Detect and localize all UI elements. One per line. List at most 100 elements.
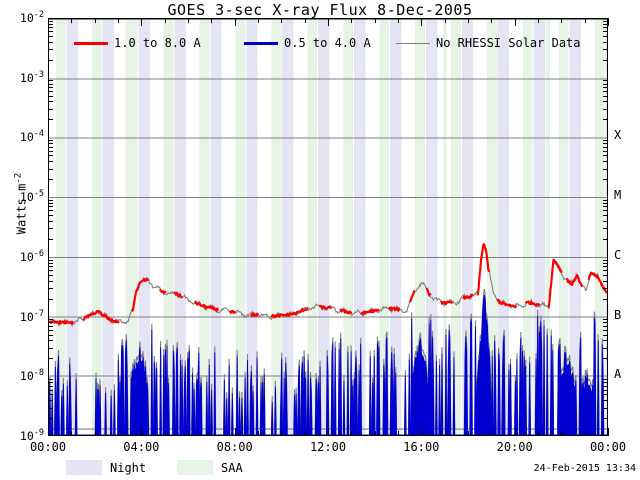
x-tick — [398, 18, 399, 23]
x-tick — [94, 18, 96, 23]
y-minor-tick — [603, 206, 608, 208]
y-minor-tick — [48, 270, 53, 272]
y-minor-tick — [603, 220, 608, 222]
x-tick-label: 08:00 — [216, 440, 253, 454]
y-minor-tick — [48, 83, 53, 85]
x-tick — [234, 428, 236, 436]
legend-item-rhessi: No RHESSI Solar Data — [396, 36, 581, 50]
y-tick-label: 10-4 — [19, 129, 44, 145]
saa-swatch — [177, 460, 213, 475]
x-tick — [584, 431, 586, 436]
y-minor-tick — [603, 329, 608, 331]
y-minor-tick — [48, 20, 53, 22]
y-minor-tick — [48, 59, 53, 61]
y-minor-tick — [603, 334, 608, 336]
y-minor-tick — [603, 27, 608, 29]
y-tick-label: 10-6 — [19, 248, 44, 264]
x-tick — [211, 431, 213, 436]
short-channel-swatch — [244, 41, 278, 45]
shaded-bands — [55, 19, 607, 435]
x-tick — [164, 431, 166, 436]
y-minor-tick — [603, 262, 608, 264]
x-tick-label: 00:00 — [589, 440, 627, 454]
y-minor-tick — [48, 210, 53, 212]
x-tick — [468, 18, 469, 23]
flare-class-label: B — [614, 307, 622, 322]
y-minor-tick — [603, 385, 608, 387]
y-minor-tick — [603, 49, 608, 51]
y-minor-tick — [48, 259, 53, 261]
long-channel-swatch — [74, 41, 108, 45]
x-tick — [258, 431, 259, 436]
data-curves — [49, 243, 607, 435]
y-minor-tick — [603, 90, 608, 92]
y-minor-tick — [603, 23, 608, 25]
x-tick — [328, 18, 329, 26]
x-tick — [164, 18, 166, 23]
y-minor-tick — [603, 161, 608, 163]
y-minor-tick — [603, 150, 608, 152]
y-tick-label: 10-5 — [19, 189, 44, 204]
y-minor-tick — [48, 49, 53, 51]
x-tick — [374, 18, 376, 23]
x-tick — [188, 18, 189, 23]
y-minor-tick — [48, 155, 53, 157]
y-minor-tick — [603, 298, 608, 300]
legend-item-long: 1.0 to 8.0 A — [74, 36, 201, 50]
y-minor-tick — [48, 179, 53, 181]
x-tick-label: 00:00 — [29, 440, 67, 454]
y-minor-tick — [48, 140, 53, 142]
x-tick — [514, 428, 516, 436]
x-tick — [608, 18, 609, 26]
x-tick — [188, 431, 189, 436]
y-minor-tick — [603, 228, 608, 230]
flare-class-label: C — [614, 247, 622, 262]
y-minor-tick — [48, 150, 53, 152]
x-tick — [444, 431, 446, 436]
y-minor-tick — [48, 288, 53, 290]
generation-timestamp: 24-Feb-2015 13:34 — [533, 463, 636, 474]
x-tick — [491, 18, 493, 23]
legend-label-long: 1.0 to 8.0 A — [114, 36, 201, 50]
x-tick — [71, 18, 73, 23]
y-minor-tick — [603, 179, 608, 181]
y-minor-tick — [48, 35, 53, 37]
y-tick-label: 10-3 — [19, 69, 44, 85]
x-tick — [71, 431, 73, 436]
x-tick — [608, 428, 609, 436]
x-tick — [281, 431, 283, 436]
x-tick — [118, 431, 119, 436]
x-tick — [514, 18, 516, 26]
flare-class-label: X — [614, 128, 622, 143]
y-tick-label: 10-7 — [19, 308, 44, 324]
y-minor-tick — [603, 101, 608, 103]
y-minor-tick — [48, 322, 53, 324]
x-tick — [538, 18, 539, 23]
y-minor-tick — [603, 86, 608, 88]
y-minor-tick — [603, 168, 608, 170]
y-minor-tick — [603, 83, 608, 85]
y-minor-tick — [603, 80, 608, 82]
x-tick — [258, 18, 259, 23]
legend-label-short: 0.5 to 4.0 A — [284, 36, 371, 50]
y-minor-tick — [603, 20, 608, 22]
legend-label-rhessi: No RHESSI Solar Data — [436, 36, 581, 50]
y-minor-tick — [603, 31, 608, 33]
x-tick — [398, 431, 399, 436]
y-minor-tick — [603, 266, 608, 268]
y-minor-tick — [603, 322, 608, 324]
x-tick — [48, 18, 49, 26]
flare-class-label: A — [614, 367, 622, 382]
y-minor-tick — [603, 319, 608, 321]
x-tick — [281, 18, 283, 23]
night-label: Night — [110, 460, 147, 475]
x-tick — [468, 431, 469, 436]
y-minor-tick — [48, 168, 53, 170]
y-minor-tick — [48, 400, 53, 402]
x-tick — [561, 431, 563, 436]
y-minor-tick — [48, 340, 53, 342]
y-minor-tick — [48, 220, 53, 222]
y-minor-tick — [603, 202, 608, 204]
y-minor-tick — [48, 262, 53, 264]
